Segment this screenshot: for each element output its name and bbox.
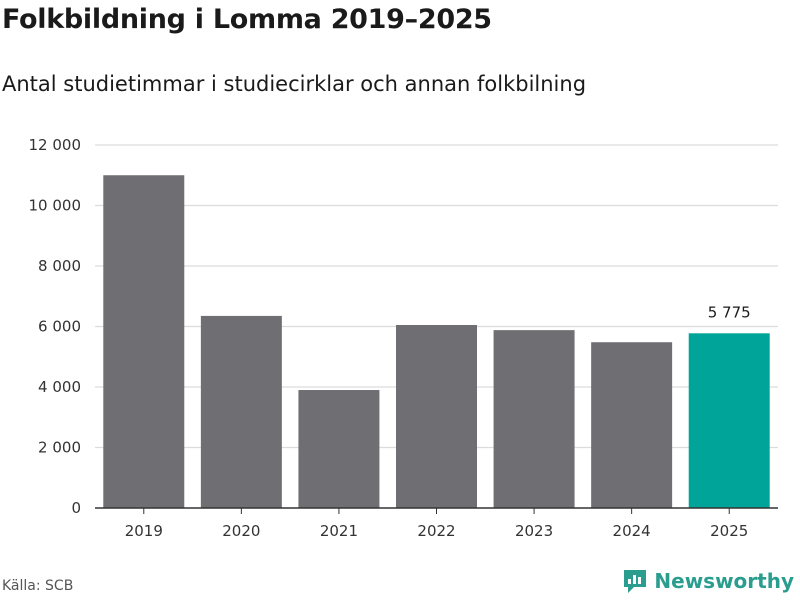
bar-2024 xyxy=(591,342,673,508)
source-label: Källa: SCB xyxy=(2,578,74,594)
bar-2023 xyxy=(493,330,575,508)
x-tick-label: 2021 xyxy=(320,522,358,540)
y-tick-label: 2 000 xyxy=(38,439,81,457)
y-tick-label: 12 000 xyxy=(29,136,82,154)
y-tick-label: 6 000 xyxy=(38,318,81,336)
x-tick-label: 2025 xyxy=(710,522,748,540)
bar-2025 xyxy=(688,333,770,508)
newsworthy-logo-icon xyxy=(624,570,647,593)
bar-2020 xyxy=(200,315,282,508)
data-label: 5 775 xyxy=(708,303,751,321)
x-tick-label: 2022 xyxy=(417,522,455,540)
chart-subtitle: Antal studietimmar i studiecirklar och a… xyxy=(2,72,587,96)
y-tick-label: 10 000 xyxy=(29,197,82,215)
x-tick-label: 2019 xyxy=(125,522,163,540)
brand-logo: Newsworthy xyxy=(622,568,794,594)
x-tick-label: 2020 xyxy=(222,522,260,540)
bar-2022 xyxy=(396,324,477,508)
brand-name: Newsworthy xyxy=(654,569,794,593)
chart-title: Folkbildning i Lomma 2019–2025 xyxy=(2,4,492,35)
y-tick-label: 4 000 xyxy=(38,378,81,396)
y-tick-label: 8 000 xyxy=(38,257,81,275)
x-tick-label: 2024 xyxy=(613,522,651,540)
x-tick-label: 2023 xyxy=(515,522,553,540)
bar-2019 xyxy=(103,175,185,508)
y-tick-label: 0 xyxy=(71,499,81,517)
bar-2021 xyxy=(298,390,380,508)
